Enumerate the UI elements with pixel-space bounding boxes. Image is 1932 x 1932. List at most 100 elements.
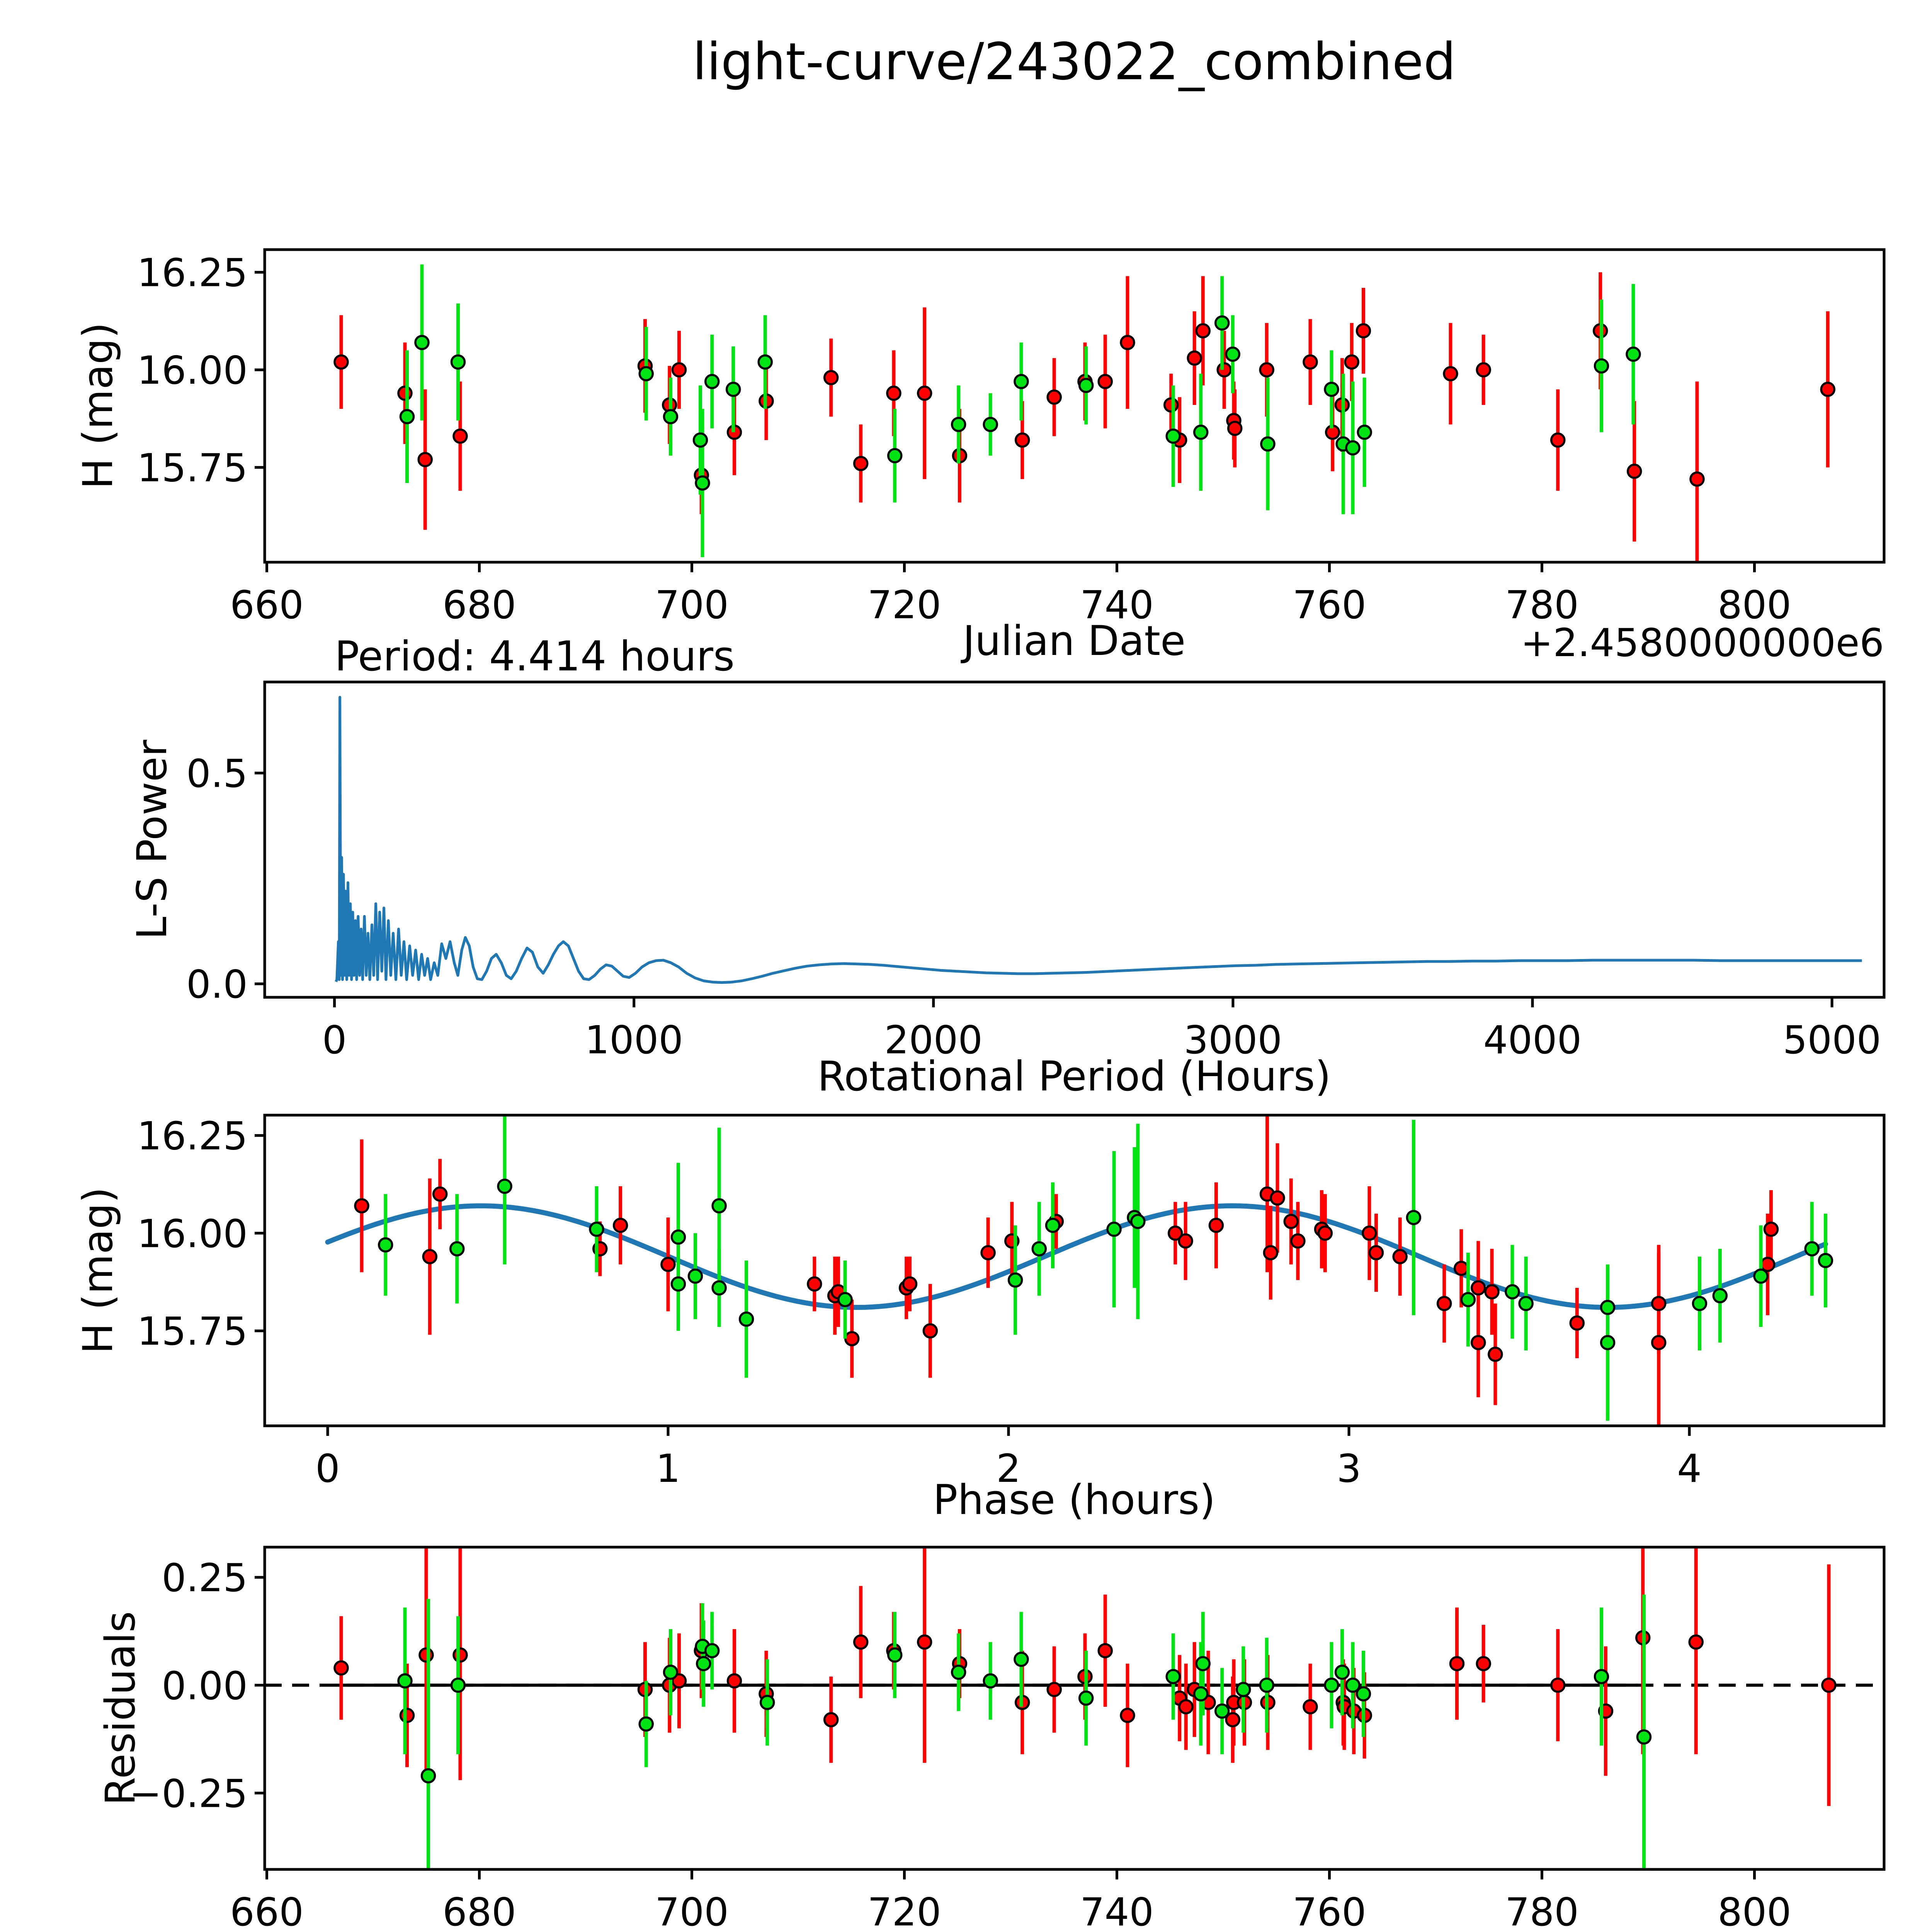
data-point — [823, 370, 839, 386]
x-tick-label: 680 — [442, 1889, 516, 1932]
data-point — [420, 1768, 436, 1784]
axes-layer: 660 680 700 720 740 760 780 80015.7516.0016.250… — [129, 248, 1886, 1932]
data-point — [1518, 1296, 1534, 1311]
data-point — [450, 354, 466, 370]
data-point — [1471, 1335, 1486, 1350]
data-point — [1193, 424, 1209, 440]
data-point — [1187, 350, 1202, 366]
data-point — [1236, 1682, 1251, 1697]
data-point — [807, 1276, 822, 1292]
data-point — [638, 366, 654, 381]
data-point — [1334, 1665, 1350, 1680]
data-point — [1270, 1190, 1285, 1206]
data-point — [902, 1276, 918, 1292]
data-point — [983, 1673, 998, 1689]
data-point — [1208, 1218, 1224, 1233]
y-tick-label: 15.75 — [137, 1309, 248, 1354]
data-point — [1214, 315, 1230, 331]
data-point — [1031, 1241, 1047, 1257]
x-tick-label: 4000 — [1483, 1017, 1582, 1063]
data-point — [823, 1712, 839, 1728]
x-tick-label: 5000 — [1783, 1017, 1881, 1063]
data-point — [1357, 424, 1372, 440]
data-point — [1324, 381, 1339, 397]
axes-frame — [263, 1546, 1886, 1871]
x-tick-label: 760 — [1293, 582, 1366, 628]
data-point — [1651, 1335, 1667, 1350]
x-tick-label: 680 — [442, 582, 516, 628]
data-point — [638, 1716, 654, 1732]
data-point — [1484, 1284, 1500, 1299]
data-point — [450, 1677, 466, 1693]
data-point — [1046, 389, 1062, 405]
data-point — [1120, 335, 1135, 350]
data-point — [1214, 1703, 1230, 1719]
data-point — [399, 409, 415, 425]
data-point — [844, 1331, 860, 1347]
residuals-series-green — [397, 1594, 1652, 1869]
data-point — [1600, 1335, 1616, 1350]
data-point — [1763, 1221, 1779, 1237]
x-tick-label: 4 — [1677, 1446, 1702, 1491]
data-point — [1344, 354, 1359, 370]
data-point — [1014, 374, 1029, 389]
x-tick-label: 700 — [655, 582, 729, 628]
data-point — [1692, 1296, 1708, 1311]
data-point — [1303, 1699, 1318, 1714]
data-point — [980, 1245, 996, 1260]
data-point — [1820, 381, 1835, 397]
data-point — [612, 1218, 628, 1233]
data-point — [917, 385, 932, 401]
data-point — [432, 1186, 448, 1202]
data-point — [951, 417, 966, 432]
data-point — [1130, 1214, 1146, 1229]
data-point — [663, 1665, 679, 1680]
axes-frame — [263, 1114, 1886, 1427]
data-point — [687, 1268, 703, 1284]
data-point — [1097, 1643, 1113, 1658]
data-point — [1324, 1677, 1339, 1693]
subplot-lightcurve: 660 680 700 720 740 760 780 800 15.75 16.00 16.25 — [137, 248, 1886, 628]
data-point — [696, 1656, 711, 1672]
data-point — [1097, 374, 1113, 389]
periodogram-xlabel: Rotational Period (Hours) — [818, 1053, 1331, 1100]
x-tick-label: 800 — [1718, 582, 1791, 628]
data-point — [670, 1229, 686, 1245]
data-point — [704, 1643, 720, 1658]
data-point — [1345, 440, 1361, 456]
data-point — [1078, 378, 1094, 393]
data-point — [1688, 1634, 1704, 1650]
data-point — [1600, 1299, 1616, 1315]
data-point — [589, 1221, 604, 1237]
data-point — [1225, 1712, 1240, 1728]
data-point — [1627, 463, 1642, 479]
data-point — [1712, 1288, 1728, 1303]
data-point — [449, 1241, 465, 1257]
data-point — [1550, 432, 1566, 448]
data-point — [397, 385, 413, 401]
x-tick-label: 780 — [1505, 1889, 1579, 1932]
y-tick-label: −0.25 — [129, 1771, 248, 1816]
x-tick-label: 720 — [867, 1889, 941, 1932]
data-point — [1818, 1253, 1833, 1268]
data-point — [1216, 362, 1232, 378]
data-point — [951, 1665, 966, 1680]
data-point — [1225, 346, 1240, 362]
data-point — [417, 452, 433, 468]
data-point — [1488, 1347, 1503, 1362]
data-point — [887, 448, 903, 464]
lightcurve-ylabel: H (mag) — [74, 322, 122, 489]
data-point — [1443, 366, 1458, 381]
data-point — [1368, 1245, 1384, 1260]
data-point — [837, 1292, 853, 1308]
data-point — [1569, 1315, 1585, 1331]
data-point — [917, 1634, 932, 1650]
model-curve — [325, 1203, 1828, 1310]
data-point — [1290, 1233, 1306, 1249]
x-tick-label: 780 — [1505, 582, 1579, 628]
data-point — [1120, 1708, 1135, 1723]
x-tick-label: 700 — [655, 1889, 729, 1932]
y-tick-label: 0.25 — [162, 1555, 248, 1600]
data-point — [704, 374, 720, 389]
data-point — [757, 354, 773, 370]
